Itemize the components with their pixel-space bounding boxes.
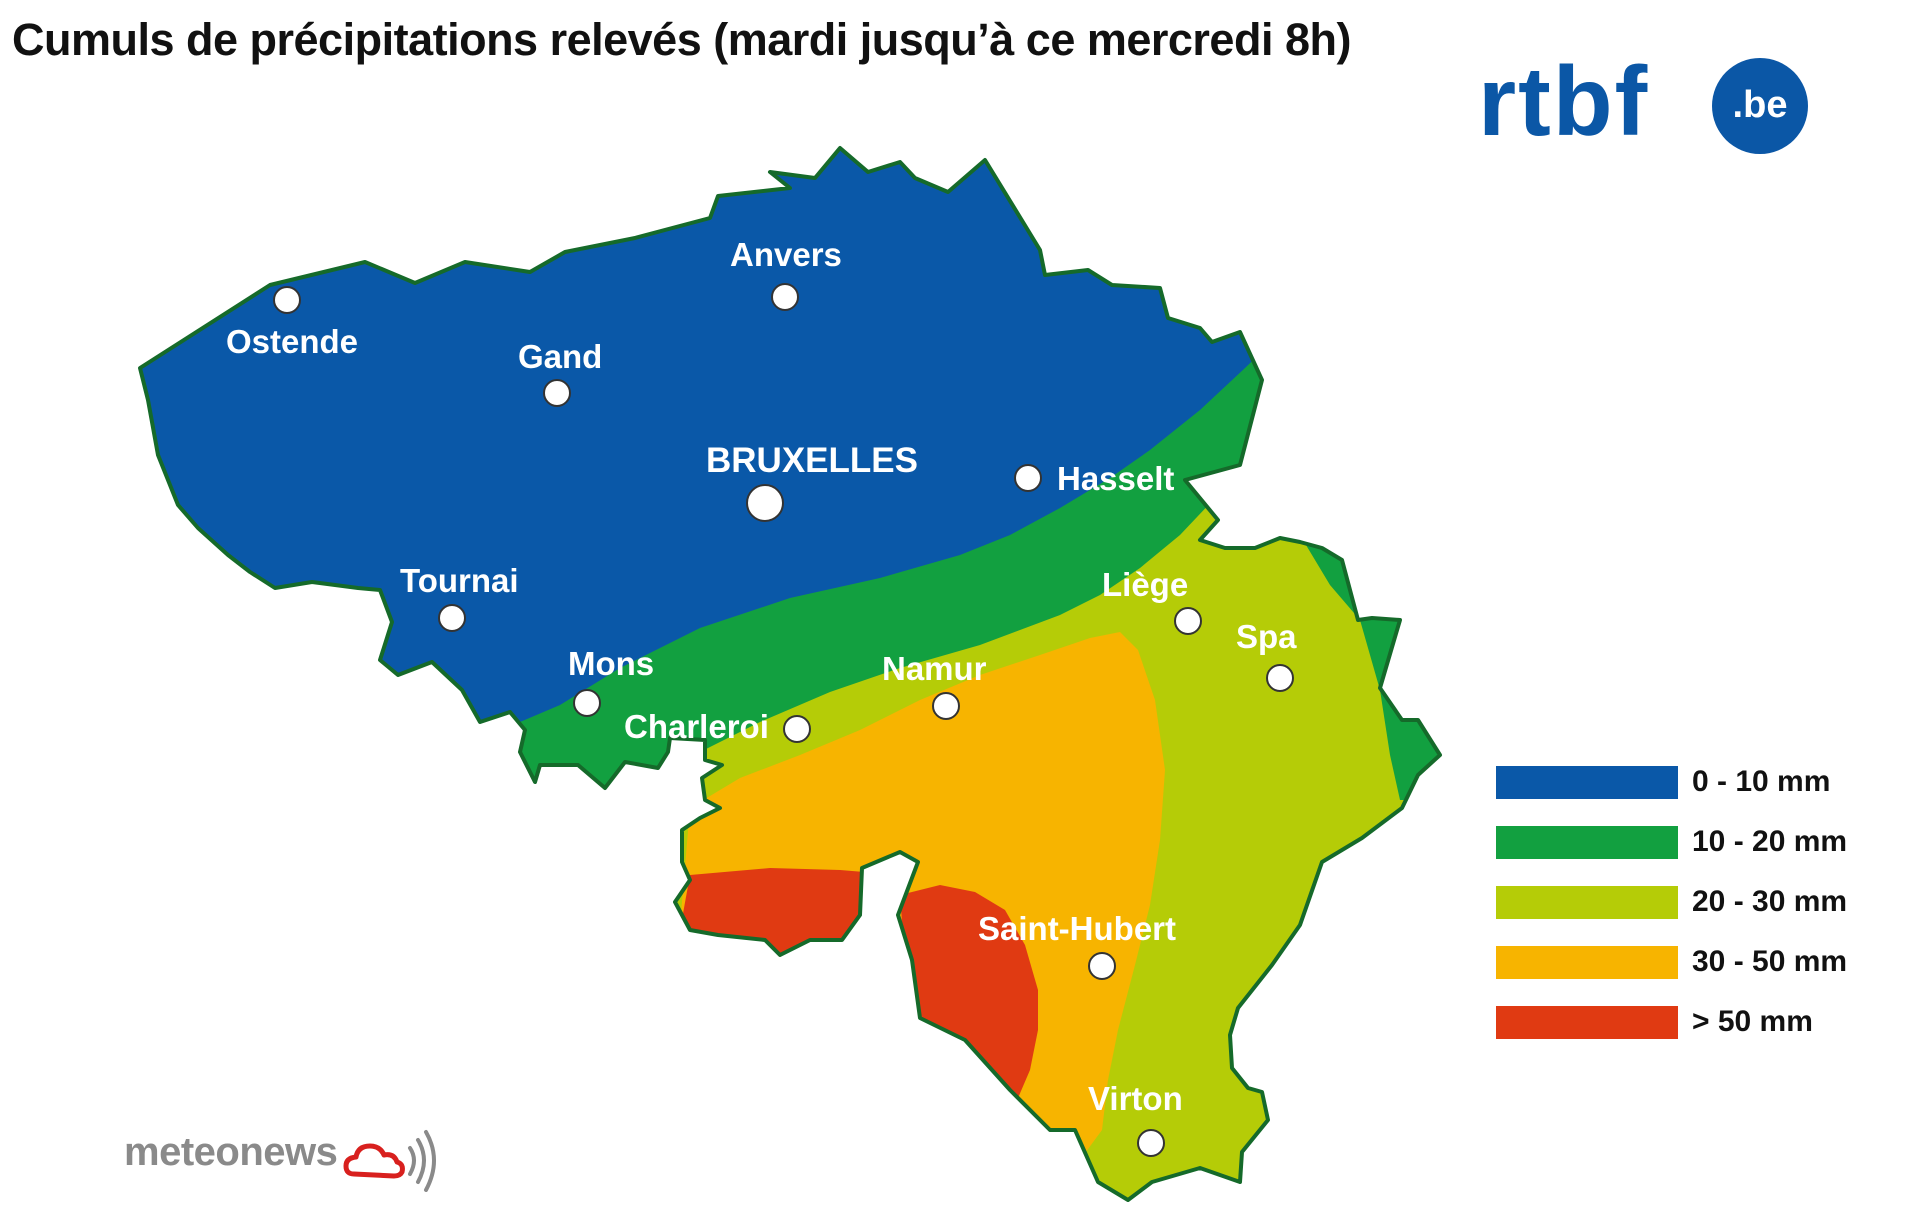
city-anvers: Anvers bbox=[730, 236, 842, 311]
city-markers: Ostende Gand Anvers BRUXELLES Hasselt To… bbox=[226, 236, 1297, 1157]
city-label-gand: Gand bbox=[518, 338, 602, 375]
city-marker-mons bbox=[573, 689, 601, 717]
city-label-virton: Virton bbox=[1088, 1080, 1183, 1117]
city-marker-tournai bbox=[438, 604, 466, 632]
city-marker-virton bbox=[1137, 1129, 1165, 1157]
city-gand: Gand bbox=[518, 338, 602, 407]
rtbf-logo-badge: .be bbox=[1712, 58, 1808, 154]
city-marker-saint-hubert bbox=[1088, 952, 1116, 980]
city-saint-hubert: Saint-Hubert bbox=[978, 910, 1176, 980]
city-label-bruxelles: BRUXELLES bbox=[706, 441, 918, 480]
meteonews-credit-text: meteonews bbox=[124, 1130, 338, 1174]
legend-label: 20 - 30 mm bbox=[1692, 885, 1848, 918]
city-bruxelles: BRUXELLES bbox=[706, 441, 918, 522]
city-marker-bruxelles bbox=[746, 484, 784, 522]
rtbf-logo-text: rtbf bbox=[1478, 46, 1650, 156]
belgium-border bbox=[138, 146, 1442, 1202]
city-label-liege: Liège bbox=[1102, 566, 1188, 603]
legend-swatch bbox=[1496, 826, 1678, 859]
city-label-spa: Spa bbox=[1236, 618, 1297, 655]
city-charleroi: Charleroi bbox=[624, 708, 811, 745]
legend-item: 0 - 10 mm bbox=[1496, 764, 1896, 800]
city-ostende: Ostende bbox=[226, 286, 358, 360]
legend-swatch bbox=[1496, 1006, 1678, 1039]
zone-above-50mm-west bbox=[680, 868, 900, 990]
rtbf-logo: rtbf .be bbox=[1478, 52, 1808, 158]
city-virton: Virton bbox=[1088, 1080, 1183, 1157]
legend-swatch bbox=[1496, 886, 1678, 919]
city-marker-ostende bbox=[273, 286, 301, 314]
city-label-saint-hubert: Saint-Hubert bbox=[978, 910, 1176, 947]
legend-swatch bbox=[1496, 766, 1678, 799]
city-tournai: Tournai bbox=[400, 562, 519, 632]
cloud-signal-icon bbox=[343, 1130, 436, 1192]
legend-item: 30 - 50 mm bbox=[1496, 944, 1896, 980]
legend-label: > 50 mm bbox=[1692, 1005, 1813, 1038]
legend-item: > 50 mm bbox=[1496, 1004, 1896, 1040]
city-label-namur: Namur bbox=[882, 650, 987, 687]
city-marker-gand bbox=[543, 379, 571, 407]
city-label-charleroi: Charleroi bbox=[624, 708, 769, 745]
city-label-ostende: Ostende bbox=[226, 323, 358, 360]
city-marker-charleroi bbox=[783, 715, 811, 743]
map-title: Cumuls de précipitations relevés (mardi … bbox=[12, 14, 1351, 65]
city-marker-spa bbox=[1266, 664, 1294, 692]
city-marker-namur bbox=[932, 692, 960, 720]
meteonews-credit: meteonews bbox=[124, 1122, 454, 1192]
city-spa: Spa bbox=[1236, 618, 1297, 692]
legend-label: 30 - 50 mm bbox=[1692, 945, 1848, 978]
city-mons: Mons bbox=[568, 645, 654, 717]
legend-label: 0 - 10 mm bbox=[1692, 765, 1831, 798]
city-namur: Namur bbox=[882, 650, 987, 720]
legend-item: 20 - 30 mm bbox=[1496, 884, 1896, 920]
city-marker-anvers bbox=[771, 283, 799, 311]
city-label-tournai: Tournai bbox=[400, 562, 519, 599]
legend-label: 10 - 20 mm bbox=[1692, 825, 1848, 858]
legend-item: 10 - 20 mm bbox=[1496, 824, 1896, 860]
city-label-anvers: Anvers bbox=[730, 236, 842, 273]
legend-swatch bbox=[1496, 946, 1678, 979]
city-label-mons: Mons bbox=[568, 645, 654, 682]
city-liege: Liège bbox=[1102, 566, 1202, 635]
city-marker-hasselt bbox=[1014, 464, 1042, 492]
city-label-hasselt: Hasselt bbox=[1057, 460, 1174, 497]
city-marker-liege bbox=[1174, 607, 1202, 635]
city-hasselt: Hasselt bbox=[1014, 460, 1174, 497]
